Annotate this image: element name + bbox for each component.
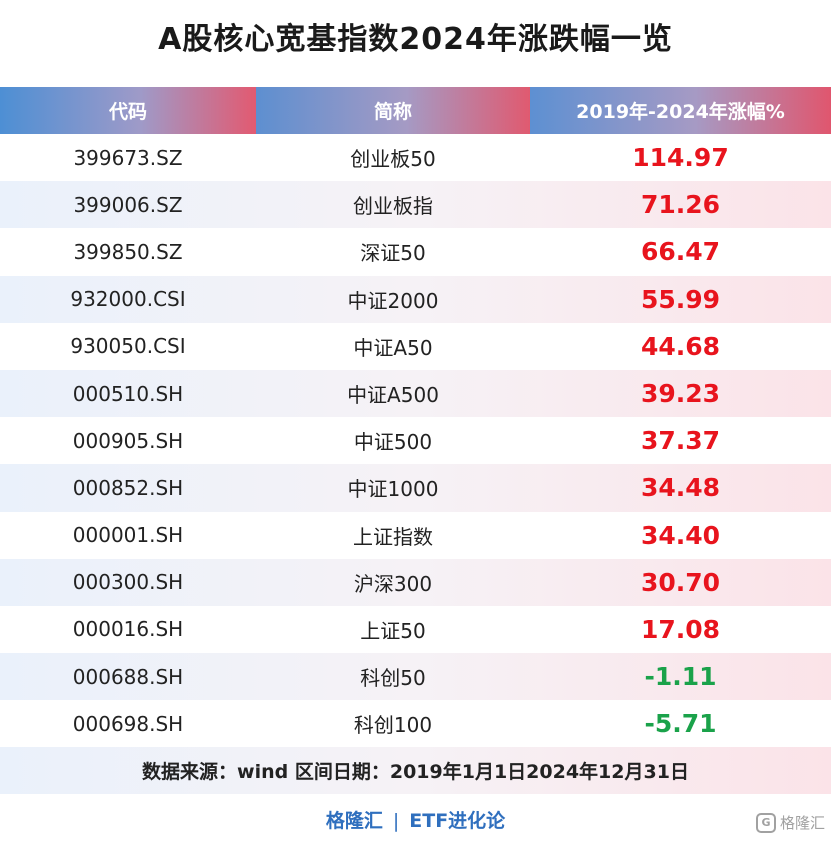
cell-change: 34.48: [640, 473, 721, 503]
cell-code: 000688.SH: [72, 664, 184, 689]
cell-name: 中证500: [353, 430, 433, 455]
cell-change: 71.26: [640, 190, 721, 220]
table-row: 000852.SH 中证1000 34.48: [0, 464, 831, 512]
watermark-text: 格隆汇: [779, 814, 825, 832]
footer-brand: 格隆汇: [325, 810, 383, 832]
table-row: 930050.CSI 中证A50 44.68: [0, 323, 831, 370]
cell-code: 000001.SH: [72, 523, 184, 548]
cell-code: 000905.SH: [72, 428, 184, 453]
cell-code: 000300.SH: [72, 570, 184, 595]
cell-change: 55.99: [640, 284, 721, 314]
table-row: 399006.SZ 创业板指 71.26: [0, 181, 831, 229]
index-table: 代码 简称 2019年-2024年涨幅% 399673.SZ 创业板50 114.9…: [0, 87, 831, 795]
cell-name: 创业板指: [353, 194, 433, 219]
cell-code: 000016.SH: [72, 617, 184, 642]
cell-code: 930050.CSI: [70, 334, 186, 359]
cell-name: 上证指数: [353, 524, 433, 549]
cell-code: 399006.SZ: [73, 192, 183, 217]
cell-change: 66.47: [640, 237, 721, 267]
watermark: G 格隆汇: [755, 812, 825, 833]
cell-code: 399850.SZ: [73, 239, 183, 264]
header-name: 简称: [256, 87, 530, 134]
table-row: 399850.SZ 深证50 66.47: [0, 228, 831, 275]
cell-change: -5.71: [644, 709, 717, 739]
cell-change: -1.11: [644, 662, 717, 692]
table-row: 000016.SH 上证50 17.08: [0, 606, 831, 653]
cell-name: 中证A50: [353, 335, 433, 360]
cell-code: 399673.SZ: [73, 145, 183, 170]
table-row: 000905.SH 中证500 37.37: [0, 417, 831, 464]
cell-change: 114.97: [632, 143, 729, 173]
cell-change: 30.70: [640, 567, 721, 597]
table-row: 000510.SH 中证A500 39.23: [0, 369, 831, 418]
cell-name: 中证2000: [347, 288, 439, 313]
table-header: 代码 简称 2019年-2024年涨幅%: [0, 87, 831, 134]
cell-name: 科创100: [353, 713, 433, 738]
cell-name: 科创50: [360, 666, 426, 691]
cell-change: 44.68: [640, 331, 721, 361]
cell-change: 37.37: [640, 426, 721, 456]
footer-credit: 格隆汇 | ETF进化论: [0, 806, 831, 833]
table-row: 932000.CSI 中证2000 55.99: [0, 275, 831, 323]
cell-name: 上证50: [360, 618, 426, 643]
cell-name: 中证1000: [347, 477, 439, 502]
cell-code: 000852.SH: [72, 475, 184, 500]
table-row: 000688.SH 科创50 -1.11: [0, 653, 831, 701]
footer-channel: ETF进化论: [409, 810, 506, 832]
footer-separator: |: [392, 810, 400, 832]
cell-code: 000510.SH: [72, 381, 184, 406]
cell-name: 创业板50: [350, 147, 436, 172]
cell-change: 39.23: [640, 379, 721, 409]
watermark-logo-icon: G: [755, 812, 776, 833]
table-row: 000300.SH 沪深300 30.70: [0, 558, 831, 606]
cell-code: 932000.CSI: [70, 287, 186, 312]
table-row: 399673.SZ 创业板50 114.97: [0, 134, 831, 181]
cell-name: 沪深300: [353, 571, 433, 596]
table-body: 399673.SZ 创业板50 114.97 399006.SZ 创业板指 71.26 39…: [0, 134, 831, 747]
page-title: A股核心宽基指数2024年涨跌幅一览: [158, 22, 673, 57]
data-source-note: 数据来源：wind 区间日期：2019年1月1日2024年12月31日: [0, 747, 831, 795]
table-row: 000001.SH 上证指数 34.40: [0, 512, 831, 559]
table-row: 000698.SH 科创100 -5.71: [0, 700, 831, 747]
cell-name: 中证A500: [347, 383, 439, 408]
cell-code: 000698.SH: [72, 711, 184, 736]
cell-name: 深证50: [360, 241, 426, 266]
header-code: 代码: [0, 87, 256, 134]
header-change: 2019年-2024年涨幅%: [530, 87, 831, 134]
cell-change: 17.08: [640, 614, 721, 644]
cell-change: 34.40: [640, 520, 721, 550]
